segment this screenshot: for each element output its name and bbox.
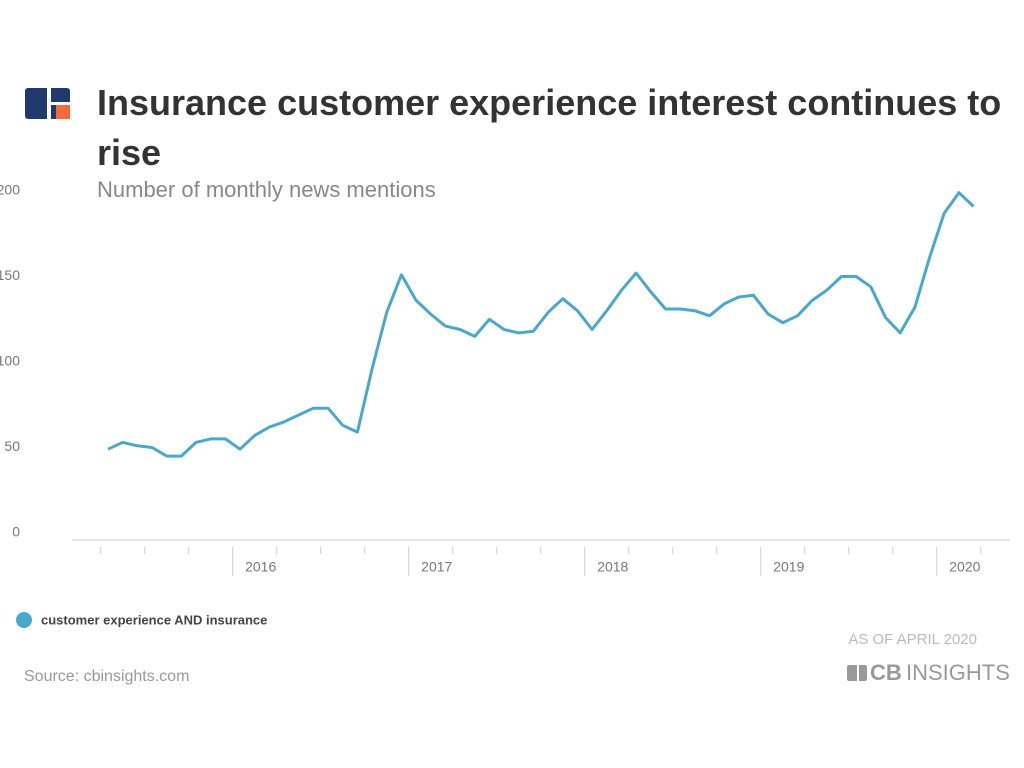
y-tick-label: 100 bbox=[0, 353, 20, 369]
x-tick-label: 2016 bbox=[245, 559, 276, 575]
brand-logo bbox=[847, 665, 867, 681]
legend-marker bbox=[16, 612, 32, 628]
chart-subtitle: Number of monthly news mentions bbox=[97, 177, 436, 202]
y-tick-label: 50 bbox=[4, 438, 20, 454]
x-tick-label: 2017 bbox=[421, 559, 452, 575]
y-tick-label: 0 bbox=[12, 524, 20, 540]
data-line bbox=[107, 191, 975, 458]
y-tick-label: 200 bbox=[0, 182, 20, 198]
as-of-note: AS OF APRIL 2020 bbox=[848, 631, 977, 648]
y-tick-label: 150 bbox=[0, 267, 20, 283]
x-tick-label: 2019 bbox=[773, 559, 804, 575]
logo-icon bbox=[25, 88, 70, 119]
brand-cb: CB bbox=[870, 660, 902, 685]
source-note: Source: cbinsights.com bbox=[24, 668, 189, 685]
x-tick-label: 2020 bbox=[949, 559, 980, 575]
brand-insights: INSIGHTS bbox=[906, 660, 1010, 685]
x-tick-label: 2018 bbox=[597, 559, 628, 575]
legend-label: customer experience AND insurance bbox=[41, 612, 267, 627]
chart-title: Insurance customer experience interest c… bbox=[97, 82, 1001, 173]
